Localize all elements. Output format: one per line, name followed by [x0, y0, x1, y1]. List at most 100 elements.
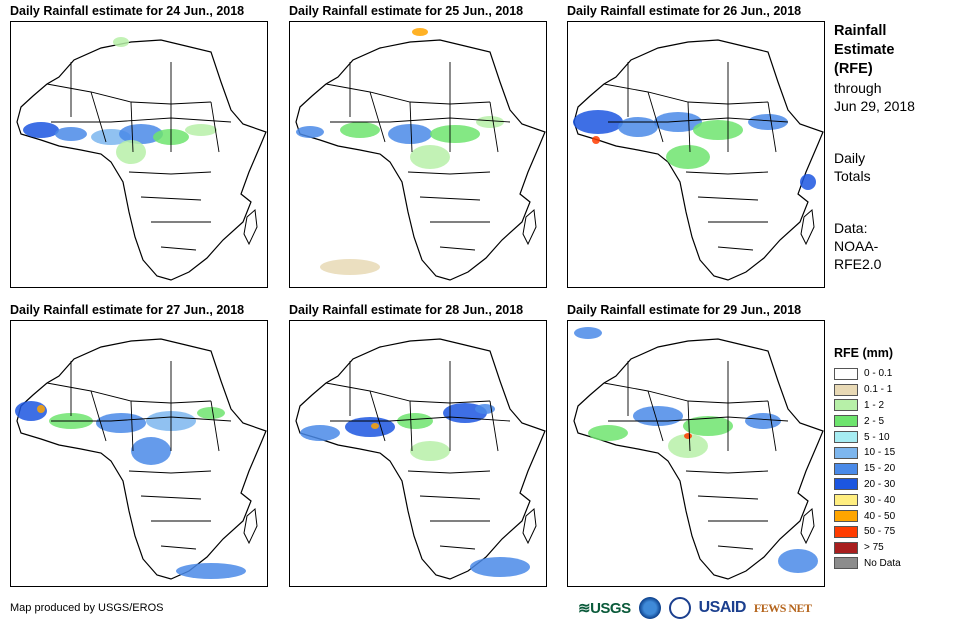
country-border [140, 196, 202, 201]
legend-label: 10 - 15 [864, 447, 896, 459]
rfe-legend: RFE (mm) 0 - 0.1 0.1 - 1 1 - 2 2 - 5 5 - 10 1… [834, 346, 964, 571]
legend-item: No Data [834, 556, 964, 572]
usgs-logo: ≋USGS [578, 600, 631, 617]
rainfall-patch [592, 136, 600, 144]
country-border [439, 545, 476, 550]
legend-label: 30 - 40 [864, 494, 896, 506]
rainfall-patch [300, 425, 340, 441]
africa-map [573, 39, 824, 281]
country-border [489, 101, 499, 153]
country-border [128, 171, 212, 175]
legend-swatch [834, 510, 858, 523]
legend-item: 10 - 15 [834, 445, 964, 461]
legend-swatch [834, 446, 858, 459]
rainfall-patch [618, 117, 658, 137]
rainfall-patch [116, 140, 146, 164]
country-border [697, 495, 759, 500]
totals-line2: Totals [834, 168, 871, 184]
rainfall-patch [573, 110, 623, 134]
coastline [573, 338, 824, 580]
country-border [608, 416, 789, 422]
rainfall-patch [588, 425, 628, 441]
rainfall-patch [430, 125, 480, 143]
legend-label: 1 - 2 [864, 399, 885, 411]
rainfall-patch [745, 413, 781, 429]
rainfall-map-panel-3 [567, 21, 825, 288]
legend-label: > 75 [864, 542, 884, 554]
country-border [90, 390, 107, 442]
rainfall-patch [668, 434, 708, 458]
rainfall-map-panel-6 [567, 320, 825, 587]
legend-swatch [834, 462, 858, 475]
rainfall-patch [666, 145, 710, 169]
rainfall-patch [654, 112, 702, 132]
legend-item: 5 - 10 [834, 429, 964, 445]
legend-item: 15 - 20 [834, 461, 964, 477]
country-border [369, 91, 386, 143]
rainfall-patch [37, 405, 45, 413]
madagascar [243, 507, 258, 545]
country-border [51, 117, 232, 123]
rainfall-patch [340, 122, 380, 138]
rainfall-map-panel-1 [10, 21, 268, 288]
legend-swatch [834, 557, 858, 570]
rainfall-patch [345, 417, 395, 437]
africa-map [16, 37, 267, 281]
rainfall-patch [185, 124, 217, 136]
rainfall-patch [475, 404, 495, 414]
usaid-seal-icon [668, 597, 691, 619]
rainfall-patch [197, 407, 225, 419]
country-border [767, 101, 777, 153]
country-border [128, 470, 212, 474]
rainfall-patch [683, 416, 733, 436]
country-border [717, 246, 754, 251]
panel-title-6: Daily Rainfall estimate for 29 Jun., 201… [567, 303, 802, 317]
data-source-line1: Data: [834, 220, 868, 236]
madagascar [800, 208, 815, 246]
country-border [608, 117, 789, 123]
rainfall-patch [296, 126, 324, 138]
legend-label: 15 - 20 [864, 463, 896, 475]
africa-map [573, 327, 824, 580]
africa-map [15, 338, 267, 580]
rainfall-patch [476, 116, 504, 128]
rainfall-patch [119, 124, 163, 144]
panel-title-1: Daily Rainfall estimate for 24 Jun., 201… [10, 4, 245, 18]
legend-label: 0.1 - 1 [864, 384, 893, 396]
legend-label: 2 - 5 [864, 415, 885, 427]
legend-item: 50 - 75 [834, 524, 964, 540]
agency-logos: ≋USGS USAID FEWS NET [578, 595, 812, 621]
map-credit: Map produced by USGS/EROS [10, 602, 164, 614]
country-border [409, 400, 413, 452]
legend-item: 0 - 0.1 [834, 366, 964, 382]
country-border [647, 390, 664, 442]
panel-title-2: Daily Rainfall estimate for 25 Jun., 201… [289, 4, 524, 18]
noaa-logo [638, 597, 661, 619]
rainfall-patch [55, 127, 87, 141]
country-border [489, 400, 499, 452]
through-date: Jun 29, 2018 [834, 98, 915, 114]
country-border [369, 390, 386, 442]
rfe-title-line3: (RFE) [834, 61, 873, 77]
rainfall-map-panel-2 [289, 21, 547, 288]
legend-label: No Data [864, 557, 901, 569]
legend-title: RFE (mm) [834, 346, 894, 360]
legend-swatch [834, 415, 858, 428]
rainfall-patch [800, 174, 816, 190]
rainfall-patch [320, 259, 380, 275]
country-border [419, 196, 481, 201]
country-border [210, 400, 220, 452]
legend-label: 0 - 0.1 [864, 368, 893, 380]
data-source-line3: RFE2.0 [834, 256, 882, 272]
rfe-title-line1: Rainfall [834, 23, 887, 39]
country-border [697, 196, 759, 201]
usaid-logo: USAID [698, 599, 747, 616]
through-label: through [834, 80, 882, 96]
country-border [90, 91, 107, 143]
legend-swatch [834, 494, 858, 507]
country-border [51, 416, 232, 422]
country-border [685, 171, 769, 175]
rainfall-patch [693, 120, 743, 140]
rainfall-patch [574, 327, 602, 339]
country-border [160, 545, 197, 550]
